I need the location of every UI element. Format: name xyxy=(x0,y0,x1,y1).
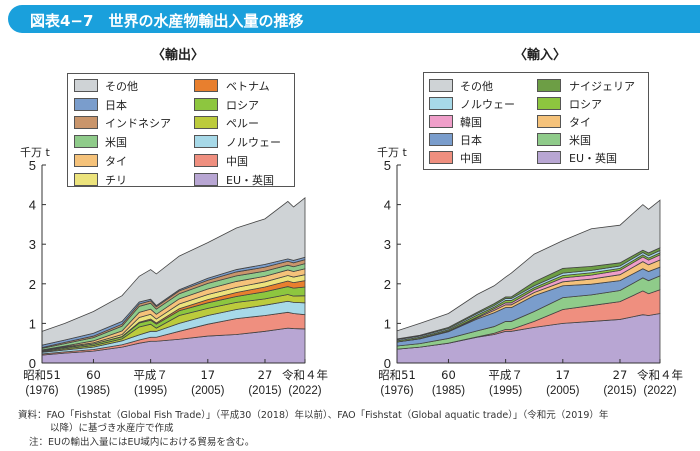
x-tick-era-label: 昭和51 xyxy=(23,368,61,382)
y-tick-label: 0 xyxy=(384,356,391,371)
legend-swatch xyxy=(74,135,98,149)
x-tick-era-label: 昭和51 xyxy=(378,368,416,382)
legend-swatch xyxy=(194,97,218,111)
x-tick-year-label: (1985) xyxy=(77,385,110,397)
x-tick-era-label: 60 xyxy=(441,368,456,382)
x-tick-era-label: 60 xyxy=(86,368,101,382)
legend-swatch xyxy=(194,135,218,149)
legend-label: 日本 xyxy=(105,98,127,112)
legend-swatch xyxy=(429,133,453,146)
legend-label: ナイジェリア xyxy=(569,80,635,93)
legend-swatch xyxy=(429,97,453,110)
figure-title: 図表4−7 世界の水産物輸出入量の推移 xyxy=(30,12,304,30)
legend-swatch xyxy=(429,79,453,92)
legend-swatch xyxy=(74,153,98,167)
x-tick-era-label: 17 xyxy=(200,368,215,382)
x-tick-year-label: (1976) xyxy=(380,385,413,397)
legend-label: 米国 xyxy=(569,134,591,147)
x-tick-year-label: (2015) xyxy=(603,385,636,397)
legend-swatch xyxy=(74,97,98,111)
area-その他 xyxy=(41,197,306,346)
legend-swatch xyxy=(194,79,218,92)
x-tick-year-label: (1985) xyxy=(432,385,465,397)
x-tick-era-label: 27 xyxy=(613,368,628,382)
x-tick-era-label: 17 xyxy=(555,368,570,382)
legend-label: その他 xyxy=(105,80,138,93)
area-その他 xyxy=(396,199,661,340)
x-tick-year-label: (1995) xyxy=(134,385,167,397)
legend-label: 日本 xyxy=(460,134,482,147)
legend-label: 韓国 xyxy=(460,116,482,129)
export-chart: 0 1 2 3 4 5 昭和51 (1976) 60 (1985) 平成７ (1995) 17 (2005… xyxy=(23,158,328,397)
legend-swatch xyxy=(429,115,453,128)
y-tick-label: 5 xyxy=(29,158,36,173)
legend-label: インドネシア xyxy=(105,117,171,131)
x-tick-era-label: 平成７ xyxy=(133,368,168,382)
source-note-line2: 以降）に基づき水産庁で作成 xyxy=(50,423,174,434)
legend-swatch xyxy=(194,153,218,167)
legend-label: チリ xyxy=(105,173,127,187)
y-tick-label: 1 xyxy=(384,316,391,331)
y-tick-label: 5 xyxy=(384,158,391,173)
legend-swatch xyxy=(194,116,218,130)
legend-label: タイ xyxy=(105,154,127,168)
legend-swatch xyxy=(194,172,218,186)
x-tick-year-label: (2022) xyxy=(288,385,321,397)
legend-swatch xyxy=(74,79,98,92)
x-tick-era-label: 令和４年 xyxy=(637,368,683,382)
legend-label: ロシア xyxy=(569,98,602,111)
legend-label: ロシア xyxy=(226,98,259,112)
x-tick-year-label: (2005) xyxy=(546,385,579,397)
legend-label: 中国 xyxy=(460,152,482,165)
import-y-unit: 千万 t xyxy=(377,146,407,159)
legend-swatch xyxy=(74,116,98,130)
legend-swatch xyxy=(537,133,561,146)
export-legend: その他日本インドネシア 米国タイチリ ベトナムロシアペルーノルウェー中国 EU・英国 xyxy=(67,73,295,187)
eu-note: 注：EUの輸出入量にはEU域内における貿易を含む。 xyxy=(29,437,255,448)
legend-label: EU・英国 xyxy=(569,152,618,165)
x-tick-era-label: 平成７ xyxy=(488,368,523,382)
export-chart-title: 〈輸出〉 xyxy=(151,48,205,63)
x-tick-era-label: 27 xyxy=(258,368,273,382)
legend-label: その他 xyxy=(460,80,493,93)
legend-swatch xyxy=(537,79,561,92)
legend-swatch xyxy=(429,151,453,164)
title-bar: 図表4−7 世界の水産物輸出入量の推移 xyxy=(8,5,700,33)
import-legend: その他ノルウェー韓国日本中国 ナイジェリア ロシアタイ米国 EU・英国 xyxy=(423,72,649,170)
y-tick-label: 0 xyxy=(29,356,36,371)
y-tick-label: 4 xyxy=(29,198,36,213)
export-y-unit: 千万 t xyxy=(20,146,50,159)
legend-swatch xyxy=(537,115,561,128)
legend-label: 中国 xyxy=(226,154,248,168)
y-tick-label: 3 xyxy=(384,237,391,252)
legend-label: ペルー xyxy=(226,117,259,131)
y-tick-label: 4 xyxy=(384,198,391,213)
x-tick-year-label: (1976) xyxy=(25,385,58,397)
y-tick-label: 2 xyxy=(384,277,391,292)
x-tick-year-label: (2015) xyxy=(248,385,281,397)
import-chart-title: 〈輸入〉 xyxy=(513,48,567,63)
x-tick-era-label: 令和４年 xyxy=(282,368,328,382)
y-tick-label: 2 xyxy=(29,277,36,292)
legend-swatch xyxy=(74,172,98,186)
import-chart: 0 1 2 3 4 5 昭和51 (1976) 60 (1985) 平成７ (1995) 17 (2005… xyxy=(378,158,683,397)
legend-label: EU・英国 xyxy=(226,173,275,187)
legend-label: ノルウェー xyxy=(460,98,515,111)
legend-label: タイ xyxy=(569,116,591,129)
legend-label: ノルウェー xyxy=(226,136,281,150)
x-tick-year-label: (2022) xyxy=(643,385,676,397)
legend-label: ベトナム xyxy=(226,80,270,93)
legend-swatch xyxy=(537,97,561,110)
x-tick-year-label: (2005) xyxy=(191,385,224,397)
y-tick-label: 3 xyxy=(29,237,36,252)
legend-swatch xyxy=(537,151,561,164)
source-note-line1: 資料：FAO「Fishstat（Global Fish Trade）」（平成30… xyxy=(18,410,609,421)
legend-label: 米国 xyxy=(105,136,127,150)
x-tick-year-label: (1995) xyxy=(489,385,522,397)
y-tick-label: 1 xyxy=(29,316,36,331)
